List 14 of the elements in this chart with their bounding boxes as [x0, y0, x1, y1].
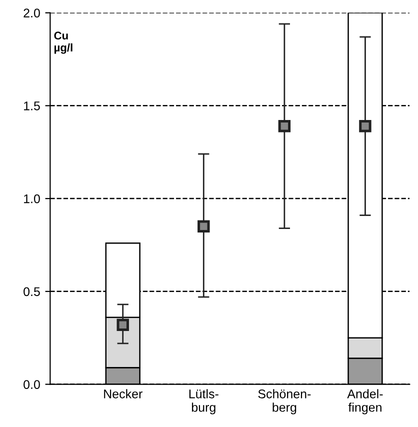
y-axis-title: Cu µg/l	[54, 32, 72, 54]
x-tick-label: Andel- fingen	[347, 389, 383, 414]
point	[278, 120, 291, 132]
y-tick-label: 0.5	[24, 287, 40, 296]
point	[116, 318, 129, 331]
x-tick-label: Necker	[104, 389, 142, 398]
y-tick-label: 1.0	[24, 194, 40, 204]
x-tick-label: Schönen- berg	[258, 389, 311, 414]
y-tick-label: 2.0	[24, 8, 40, 18]
point	[198, 220, 210, 233]
y-tick-label: 0.0	[24, 380, 40, 389]
point	[359, 120, 372, 132]
y-tick-label: 1.5	[24, 102, 40, 110]
x-tick-label: Lütls- burg	[189, 389, 218, 414]
